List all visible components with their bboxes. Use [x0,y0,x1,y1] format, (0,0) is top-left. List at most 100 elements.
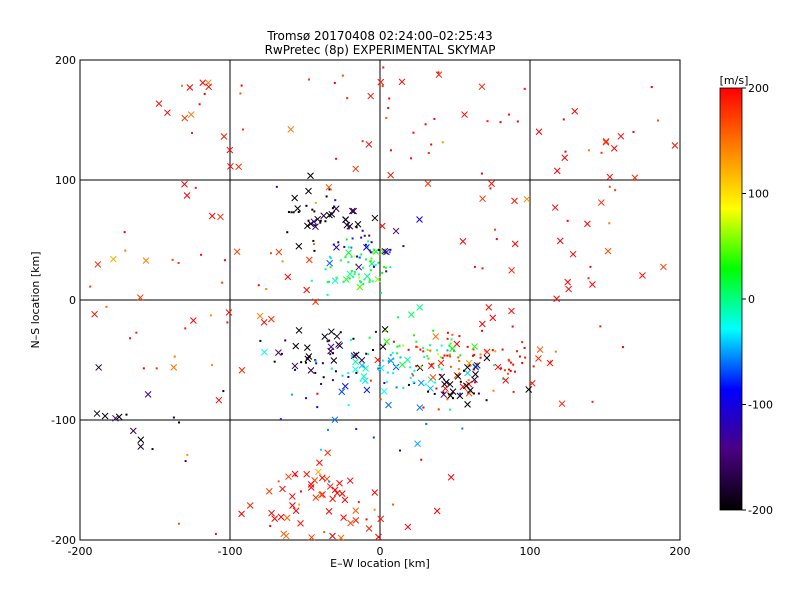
colorbar [719,87,743,511]
data-point-dot [481,329,484,332]
data-point-cross [617,132,625,140]
data-point-dot [407,383,410,386]
data-point-dot [299,490,302,493]
data-point-cross [94,261,102,268]
x-tick-label: -100 [218,545,243,558]
data-point-cross [380,387,388,395]
data-point-cross [291,362,299,370]
data-point-dot [325,195,328,198]
data-point-cross [226,146,234,154]
data-point-dot [222,390,225,393]
data-point-dot [442,391,445,394]
data-point-dot [374,330,377,333]
data-point-dot [608,185,611,188]
data-point-cross [345,249,352,257]
data-point-cross [347,519,354,527]
data-point-dot [508,113,511,116]
data-point-cross [312,298,319,306]
data-point-cross [367,92,375,100]
data-point-dot [423,355,426,358]
data-point-cross [352,366,359,373]
data-point-dot [441,141,444,144]
data-point-dot [348,277,351,280]
data-point-cross [271,515,279,522]
data-point-dot [521,341,524,344]
data-point-dot [211,363,214,366]
data-point-dot [226,321,229,324]
data-point-dot [389,266,392,269]
data-point-cross [365,525,373,532]
data-point-cross [305,187,312,195]
data-point-cross [341,496,349,504]
data-point-dot [352,337,355,340]
data-point-dot [314,359,317,362]
data-point-dot [347,261,350,264]
data-point-cross [569,250,577,258]
data-point-dot [566,219,569,222]
data-point-dot [507,368,510,371]
data-point-dot [370,257,373,260]
data-point-dot [369,379,372,382]
data-point-dot [427,357,430,360]
data-point-dot [321,362,324,365]
data-point-dot [339,331,342,334]
data-point-dot [384,266,387,269]
data-point-cross [631,174,639,182]
data-point-dot [313,249,316,252]
data-point-cross [292,507,300,515]
data-point-dot [380,291,383,294]
data-point-dot [290,211,293,214]
data-point-dot [437,71,440,74]
data-point-dot [599,325,602,328]
data-point-cross [535,128,543,136]
data-point-dot [341,374,344,377]
data-point-cross [348,207,356,215]
data-point-dot [326,281,329,284]
data-point-dot [562,118,565,121]
data-point-dot [368,249,371,252]
grid-lines [80,60,680,540]
data-point-dot [422,350,425,353]
data-point-dot [446,349,449,352]
data-point-cross [441,380,448,388]
data-point-dot [369,269,372,272]
data-point-cross [377,364,385,372]
data-point-cross [129,427,137,435]
data-point-cross [417,379,425,387]
data-point-dot [343,245,346,248]
data-point-cross [341,382,349,390]
data-point-dot [305,361,308,364]
colorbar-label: [m/s] [720,74,749,87]
data-point-dot [329,266,332,269]
data-point-cross [551,204,559,211]
data-point-cross [471,343,478,350]
data-point-dot [316,406,319,409]
data-point-dot [420,458,423,461]
data-point-cross [170,364,178,371]
data-point-dot [180,84,183,87]
data-point-dot [270,252,273,255]
data-point-dot [291,393,294,396]
data-point-dot [327,428,330,431]
data-point-cross [355,263,363,271]
data-point-dot [438,366,441,369]
data-point-dot [554,350,557,353]
data-point-dot [458,335,461,338]
data-point-cross [303,470,311,478]
data-point-dot [532,365,535,368]
data-point-cross [342,216,350,223]
data-point-cross [336,342,344,350]
data-point-dot [353,255,356,258]
data-point-dot [350,246,353,249]
data-point-cross [377,78,385,86]
data-point-cross [343,221,351,229]
data-point-dot [322,376,325,379]
data-point-dot [484,349,487,352]
data-point-cross [291,470,299,478]
data-point-dot [387,360,390,363]
data-point-dot [292,211,295,214]
data-point-dot [347,246,350,249]
data-point-cross [307,220,315,228]
data-point-dot [367,240,370,243]
data-point-dot [448,354,451,357]
